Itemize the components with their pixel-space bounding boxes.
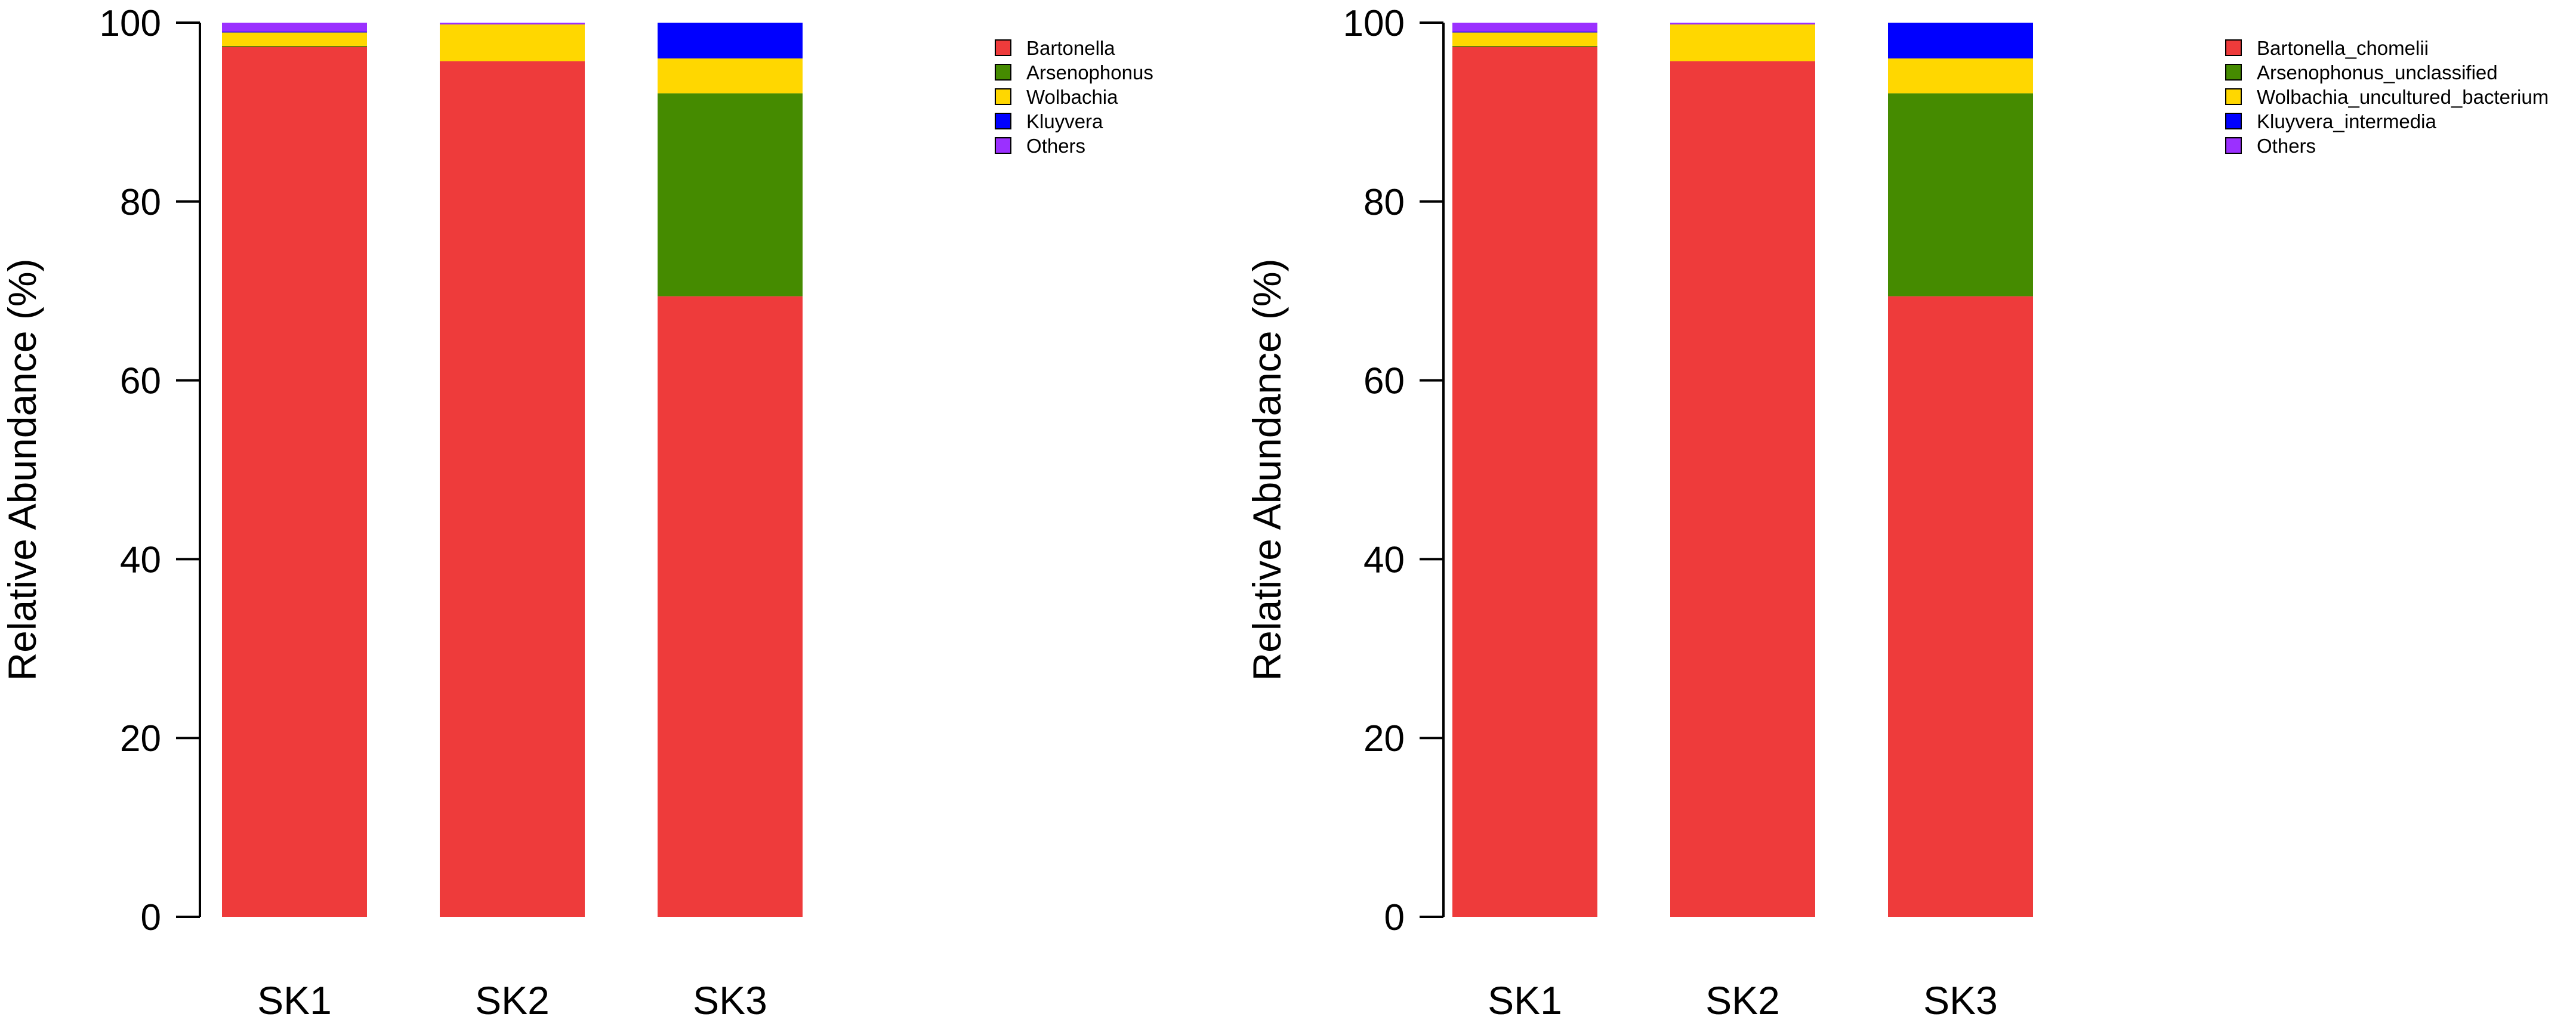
legend-swatch (2225, 137, 2242, 154)
stacked-bar-chart-genus: 0 20 40 60 80 100 Relative Abundance (%) SK1 SK2… (0, 3, 1153, 1022)
legend-swatch (995, 64, 1011, 81)
bar-segment-others (1670, 23, 1815, 24)
y-tick-label: 40 (1363, 539, 1405, 580)
bar-segment-bartonella (222, 47, 367, 917)
legend-label: Kluyvera_intermedia (2257, 110, 2436, 132)
legend-label: Arsenophonus (1026, 61, 1153, 84)
y-tick-label: 80 (1363, 182, 1405, 223)
x-tick-label: SK2 (475, 978, 550, 1022)
bar-segment-wolbachia-uncultured-bacterium (1888, 58, 2033, 94)
bar-segment-bartonella-chomelii (1888, 296, 2033, 917)
bar-segment-bartonella (658, 296, 803, 917)
y-tick-label: 80 (120, 182, 161, 223)
bar-segment-bartonella-chomelii (1452, 47, 1597, 917)
stacked-bar-chart-species: 0 20 40 60 80 100 Relative Abundance (%) SK1 SK2… (1245, 3, 2549, 1022)
x-tick-label: SK3 (693, 978, 767, 1022)
legend-swatch (2225, 64, 2242, 81)
bar-segment-others (1452, 23, 1597, 32)
y-tick-label: 100 (100, 3, 161, 44)
x-tick-label: SK2 (1705, 978, 1780, 1022)
y-tick-label: 0 (1384, 897, 1405, 938)
y-tick-label: 20 (1363, 718, 1405, 759)
y-tick-label: 60 (1363, 361, 1405, 402)
legend-swatch (2225, 113, 2242, 129)
legend-label: Bartonella_chomelii (2257, 37, 2429, 59)
bar-segment-arsenophonus (222, 45, 367, 47)
x-tick-label: SK3 (1923, 978, 1998, 1022)
bar-segment-arsenophonus-unclassified (1888, 93, 2033, 296)
bar-segment-kluyvera (658, 23, 803, 58)
y-tick-label: 40 (120, 539, 161, 580)
legend-label: Arsenophonus_unclassified (2257, 61, 2498, 84)
y-tick-label: 60 (120, 361, 161, 402)
bar-segment-wolbachia-uncultured-bacterium (1670, 24, 1815, 61)
bar-segment-wolbachia (440, 24, 585, 61)
legend-label: Wolbachia_uncultured_bacterium (2257, 86, 2549, 108)
x-tick-label: SK1 (257, 978, 332, 1022)
x-tick-label: SK1 (1488, 978, 1562, 1022)
bar-segment-wolbachia-uncultured-bacterium (1452, 32, 1597, 46)
bar-segment-kluyvera-intermedia (1888, 23, 2033, 58)
chart-panel-species: 0 20 40 60 80 100 Relative Abundance (%) SK1 SK2… (1229, 0, 2576, 1023)
bar-segment-wolbachia (658, 58, 803, 94)
bar-segment-others (440, 23, 585, 24)
legend-label: Others (1026, 135, 1085, 157)
legend-label: Others (2257, 135, 2316, 157)
bar-segment-others (222, 23, 367, 32)
legend-label: Bartonella (1026, 37, 1115, 59)
legend-swatch (2225, 39, 2242, 56)
legend-label: Kluyvera (1026, 110, 1103, 132)
chart-panel-genus: 0 20 40 60 80 100 Relative Abundance (%) SK1 SK2… (0, 0, 1253, 1023)
bar-segment-arsenophonus (658, 93, 803, 296)
y-tick-label: 0 (141, 897, 161, 938)
legend-swatch (2225, 88, 2242, 105)
bar-segment-arsenophonus-unclassified (1452, 45, 1597, 47)
bar-segment-bartonella (440, 61, 585, 917)
y-axis-label: Relative Abundance (%) (1245, 258, 1289, 681)
legend-swatch (995, 88, 1011, 105)
y-tick-label: 100 (1343, 3, 1405, 44)
y-tick-label: 20 (120, 718, 161, 759)
legend-swatch (995, 39, 1011, 56)
legend-label: Wolbachia (1026, 86, 1118, 108)
y-axis-label: Relative Abundance (%) (0, 258, 44, 681)
bar-segment-bartonella-chomelii (1670, 61, 1815, 917)
bar-segment-wolbachia (222, 32, 367, 46)
legend-swatch (995, 137, 1011, 154)
legend-swatch (995, 113, 1011, 129)
